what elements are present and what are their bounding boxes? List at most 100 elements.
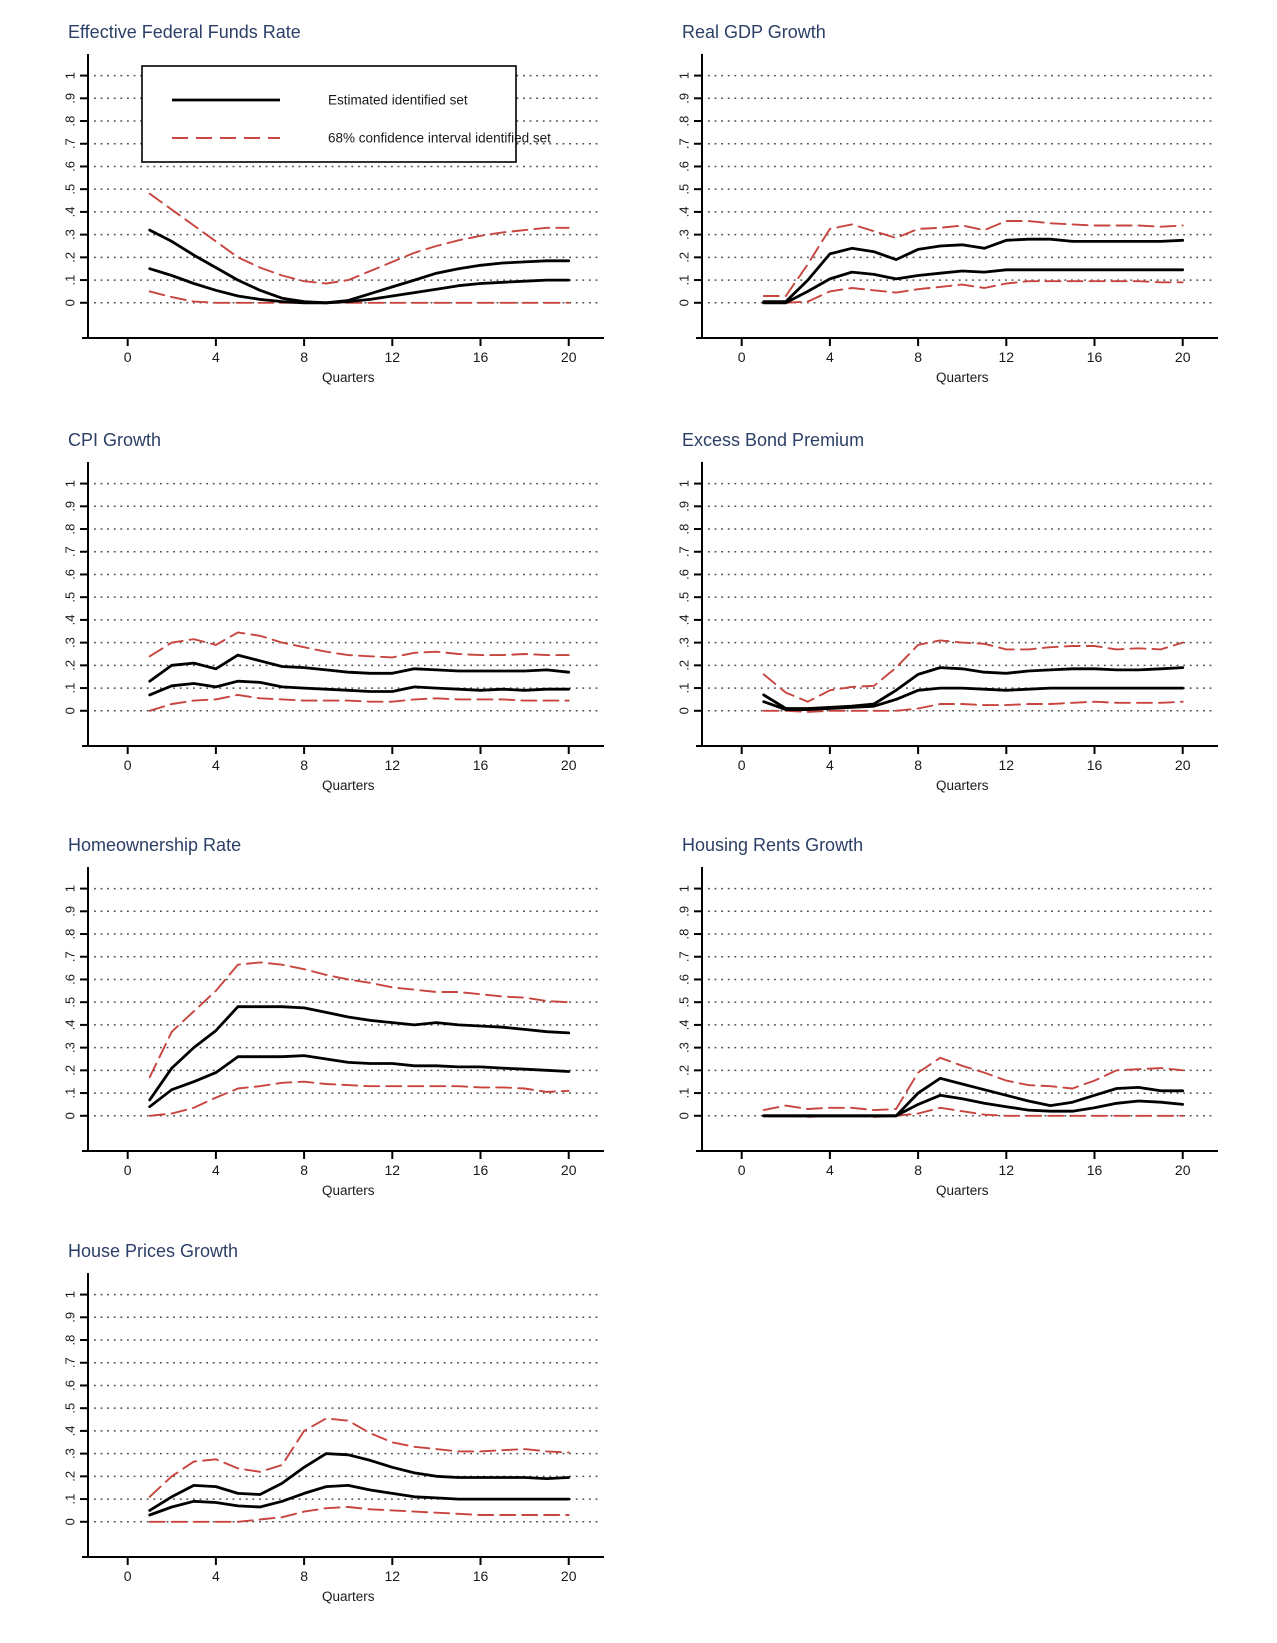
y-tick-label: .3 xyxy=(676,637,691,648)
identified-set-line xyxy=(148,1005,571,1102)
x-tick-label: 16 xyxy=(473,349,489,365)
y-tick-label: .2 xyxy=(676,252,691,263)
y-tick-label: .2 xyxy=(62,252,77,263)
x-tick-label: 16 xyxy=(473,1162,489,1178)
confidence-interval-line xyxy=(762,220,1184,297)
y-tick-label: .1 xyxy=(62,275,77,286)
y-tick-label: .8 xyxy=(62,1335,77,1346)
y-tick-label: 1 xyxy=(62,72,77,79)
y-tick-label: 0 xyxy=(62,1112,77,1119)
y-tick-label: 0 xyxy=(676,707,691,714)
confidence-interval-line xyxy=(762,1056,1184,1112)
confidence-interval-line xyxy=(148,1417,570,1498)
y-tick-label: .2 xyxy=(62,1065,77,1076)
y-tick-label: .5 xyxy=(62,997,77,1008)
y-tick-label: .6 xyxy=(62,569,77,580)
confidence-interval-line xyxy=(762,639,1184,703)
x-tick-label: 16 xyxy=(1087,349,1103,365)
chart-canvas: Real GDP Growth 0 .1 .2 .3 .4 .5 .6 .7 .8 .9 1 0 4 8 12… xyxy=(676,22,1218,385)
y-tick-label: 1 xyxy=(62,885,77,892)
identified-set-line xyxy=(762,1093,1185,1118)
y-tick-label: .2 xyxy=(62,660,77,671)
x-tick-label: 4 xyxy=(212,1568,220,1584)
x-tick-label: 12 xyxy=(385,1162,401,1178)
y-tick-label: .1 xyxy=(676,683,691,694)
y-tick-label: .3 xyxy=(676,229,691,240)
x-tick-label: 20 xyxy=(1175,757,1191,773)
identified-set-line xyxy=(148,1452,571,1512)
y-tick-label: .4 xyxy=(62,1019,77,1030)
chart-canvas: Effective Federal Funds Rate 0 .1 .2 .3 .4 .5.… xyxy=(62,22,604,385)
x-tick-label: 20 xyxy=(561,1162,577,1178)
y-tick-label: .9 xyxy=(676,906,691,917)
identified-set-line xyxy=(148,267,571,305)
y-tick-label: .1 xyxy=(676,275,691,286)
x-tick-label: 20 xyxy=(1175,1162,1191,1178)
x-axis-label: Quarters xyxy=(322,1183,375,1198)
x-tick-label: 20 xyxy=(561,757,577,773)
chart-title: Homeownership Rate xyxy=(68,835,241,855)
identified-set-line xyxy=(148,1054,571,1109)
identified-set-line xyxy=(762,268,1185,305)
y-tick-label: 0 xyxy=(62,707,77,714)
y-tick-label: .5 xyxy=(62,184,77,195)
x-tick-label: 4 xyxy=(826,757,834,773)
x-tick-label: 8 xyxy=(914,349,922,365)
x-tick-label: 12 xyxy=(385,1568,401,1584)
identified-set-line xyxy=(148,228,571,305)
y-tick-label: 0 xyxy=(676,1112,691,1119)
y-tick-label: .1 xyxy=(62,1088,77,1099)
y-tick-label: .7 xyxy=(62,546,77,557)
x-axis-label: Quarters xyxy=(322,370,375,385)
y-tick-label: .7 xyxy=(62,1357,77,1368)
x-tick-label: 0 xyxy=(124,1162,132,1178)
y-tick-label: 1 xyxy=(676,72,691,79)
x-axis-label: Quarters xyxy=(322,778,375,793)
x-tick-label: 12 xyxy=(999,349,1015,365)
chart-canvas: Housing Rents Growth 0 .1 .2 .3 .4 .5 .6 .7 .8 .9 1… xyxy=(676,835,1218,1198)
confidence-interval-line xyxy=(148,631,570,659)
y-tick-label: .5 xyxy=(62,592,77,603)
confidence-interval-line xyxy=(148,290,570,304)
y-tick-label: .9 xyxy=(62,906,77,917)
chart-canvas: Homeownership Rate 0 .1 .2 .3 .4 .5 .6 .7 .8 .9 1 0 4… xyxy=(62,835,604,1198)
chart-title: CPI Growth xyxy=(68,430,161,450)
x-tick-label: 0 xyxy=(738,1162,746,1178)
x-tick-label: 16 xyxy=(473,757,489,773)
chart-panel: Housing Rents Growth 0 .1 .2 .3 .4 .5 .6 .7 .8 .9 1… xyxy=(642,821,1234,1221)
y-tick-label: .7 xyxy=(62,951,77,962)
y-tick-label: .4 xyxy=(676,206,691,217)
x-axis-label: Quarters xyxy=(936,370,989,385)
x-tick-label: 20 xyxy=(561,349,577,365)
y-tick-label: .7 xyxy=(676,546,691,557)
x-tick-label: 0 xyxy=(124,1568,132,1584)
confidence-interval-line xyxy=(148,693,570,712)
y-tick-label: .6 xyxy=(676,161,691,172)
identified-set-line xyxy=(148,1483,571,1517)
x-tick-label: 12 xyxy=(385,349,401,365)
x-tick-label: 16 xyxy=(1087,757,1103,773)
y-tick-label: .9 xyxy=(676,93,691,104)
y-tick-label: .5 xyxy=(676,592,691,603)
y-tick-label: 0 xyxy=(62,1518,77,1525)
identified-set-line xyxy=(762,237,1185,304)
chart-panel: Effective Federal Funds Rate 0 .1 .2 .3 .4 .5.… xyxy=(28,8,620,408)
y-tick-label: .5 xyxy=(62,1403,77,1414)
y-tick-label: .1 xyxy=(62,1494,77,1505)
y-tick-label: .7 xyxy=(676,951,691,962)
chart-title: Effective Federal Funds Rate xyxy=(68,22,301,42)
identified-set-line xyxy=(762,686,1185,712)
y-tick-label: .4 xyxy=(62,1425,77,1436)
y-tick-label: .3 xyxy=(62,637,77,648)
y-tick-label: 1 xyxy=(676,885,691,892)
y-tick-label: .9 xyxy=(62,93,77,104)
y-tick-label: .8 xyxy=(676,116,691,127)
x-tick-label: 12 xyxy=(999,757,1015,773)
x-tick-label: 0 xyxy=(738,349,746,365)
x-tick-label: 12 xyxy=(385,757,401,773)
chart-canvas: Excess Bond Premium 0 .1 .2 .3 .4 .5 .6 .7 .8 .9 1 0… xyxy=(676,430,1218,793)
y-tick-label: .8 xyxy=(676,929,691,940)
y-tick-label: .6 xyxy=(62,1380,77,1391)
x-tick-label: 16 xyxy=(473,1568,489,1584)
x-tick-label: 4 xyxy=(212,757,220,773)
